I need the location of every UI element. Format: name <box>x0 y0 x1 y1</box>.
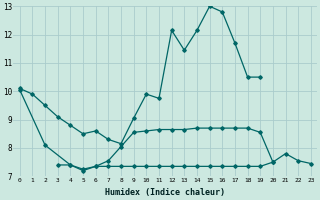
X-axis label: Humidex (Indice chaleur): Humidex (Indice chaleur) <box>105 188 225 197</box>
